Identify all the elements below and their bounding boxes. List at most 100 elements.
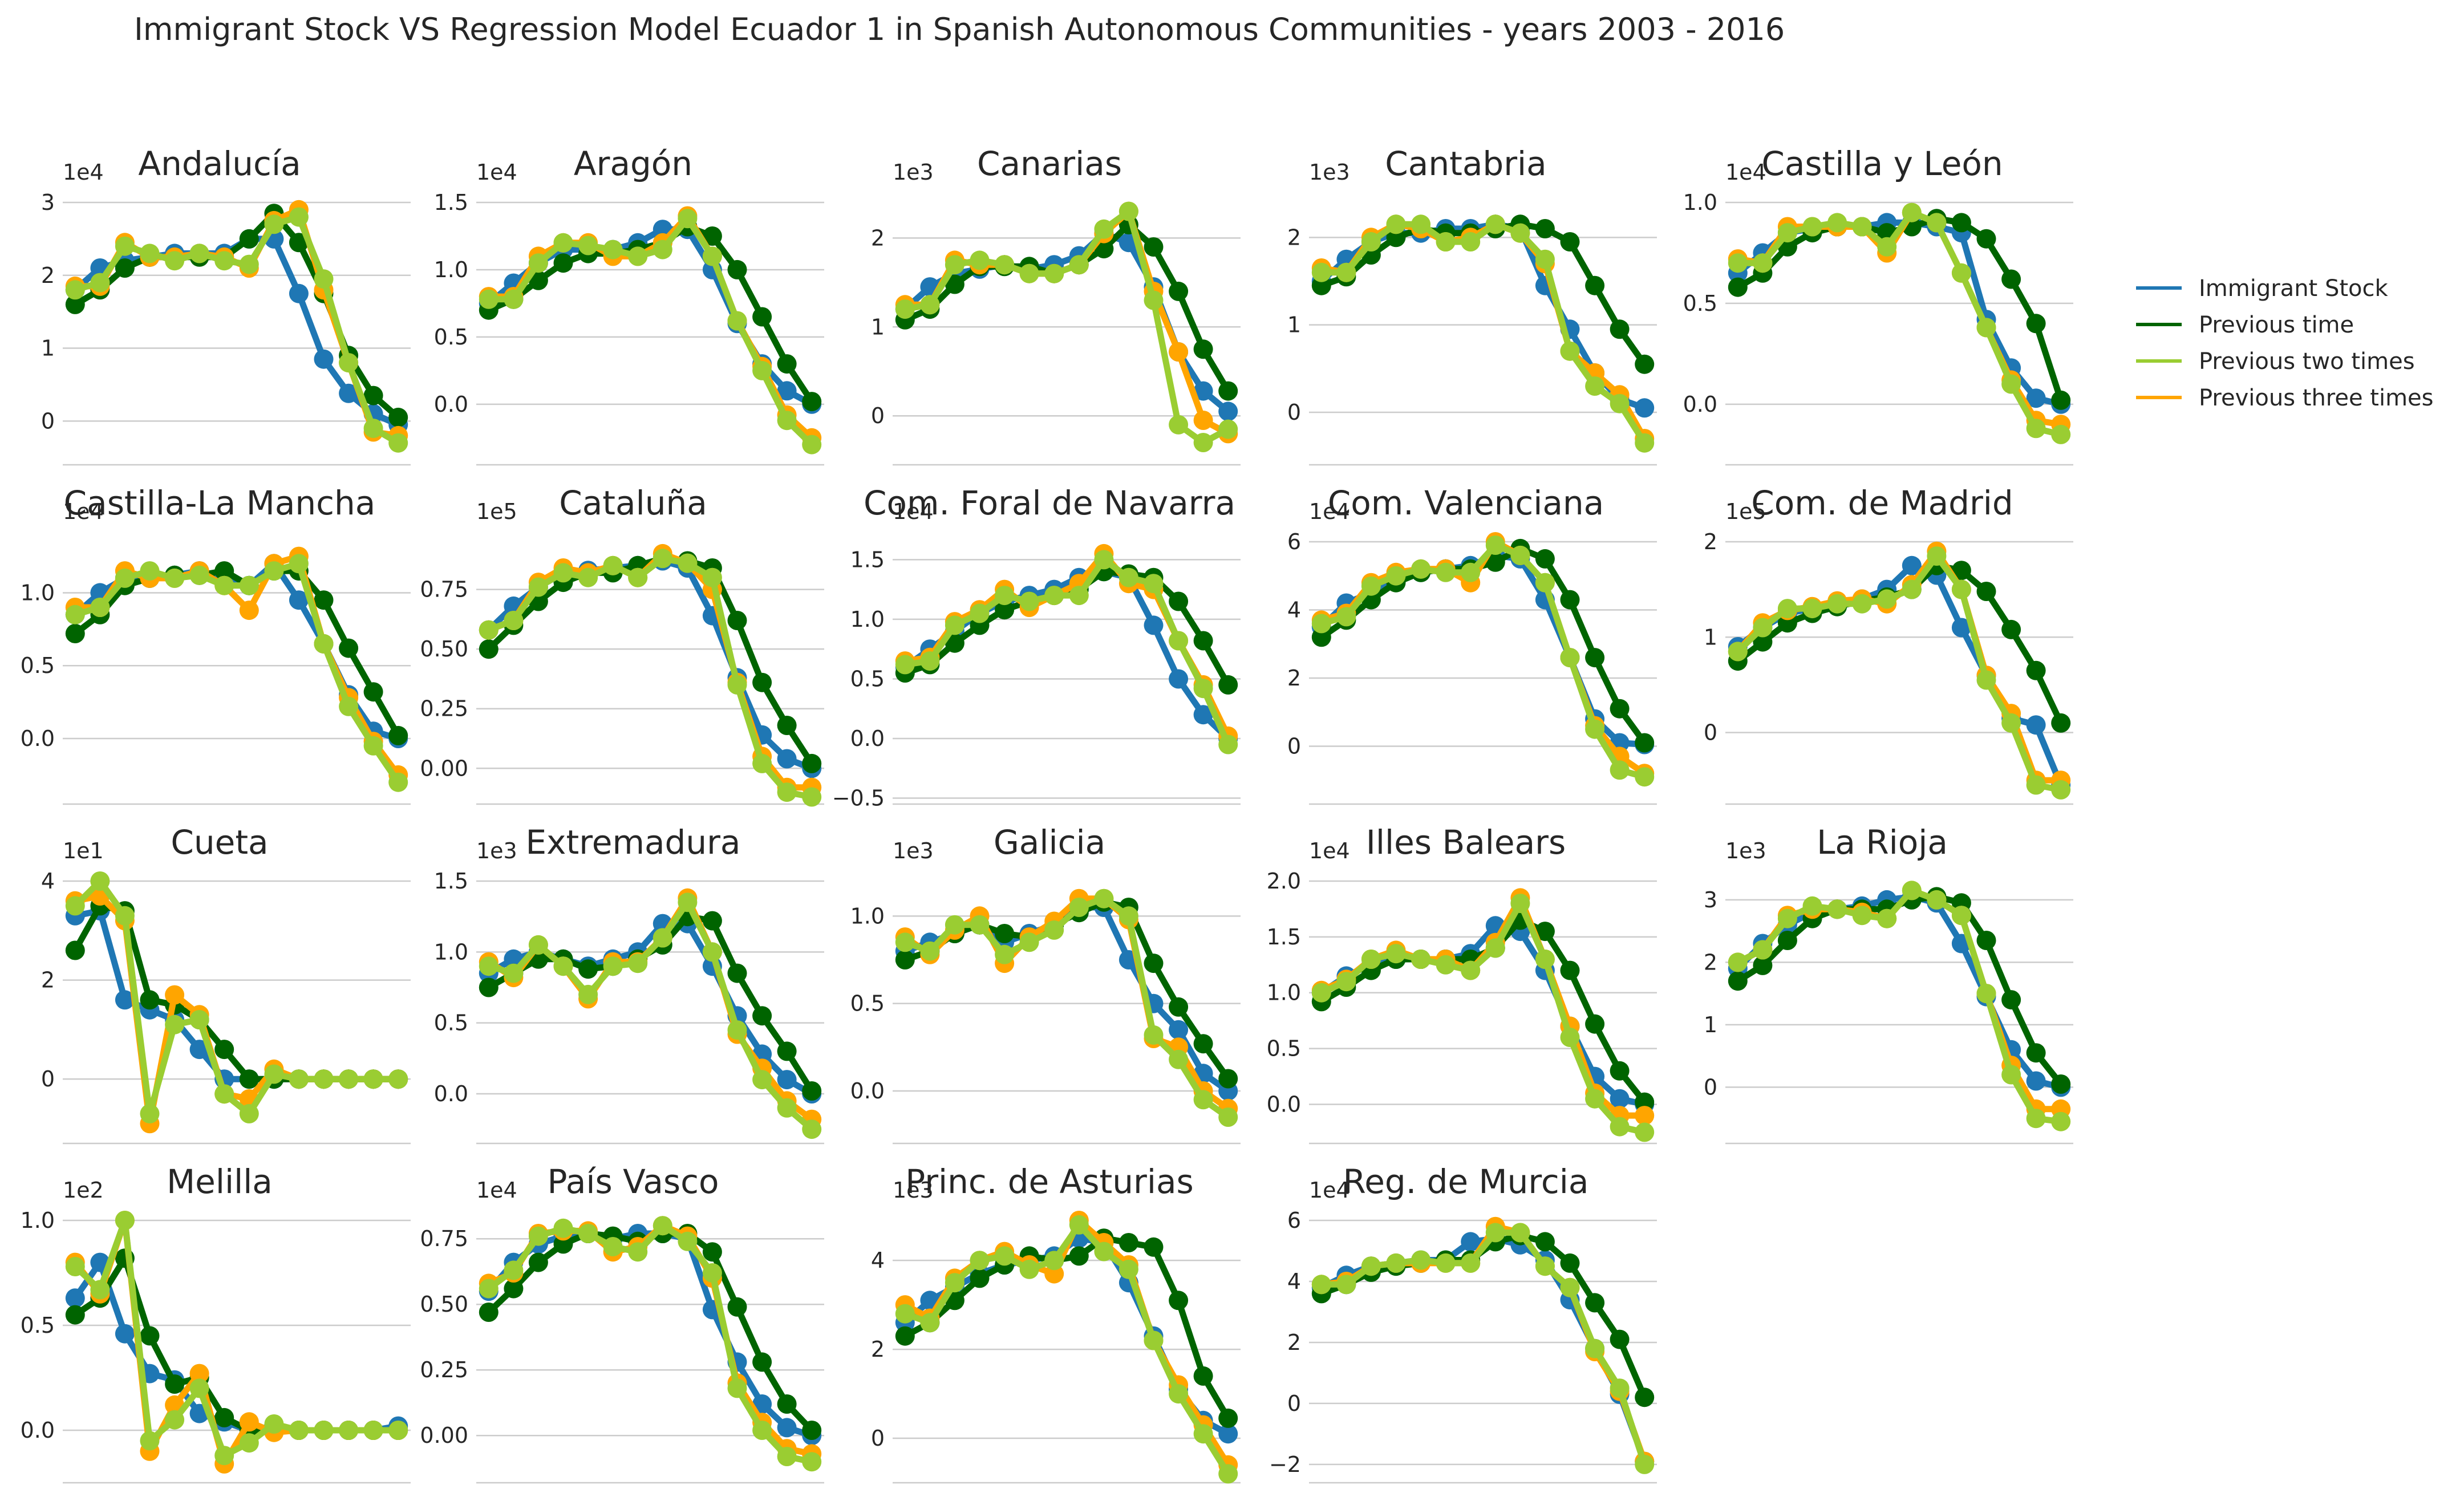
axis-offset-label: 1e3 <box>476 838 517 863</box>
panel-title: País Vasco <box>548 1162 719 1201</box>
series-3 <box>65 886 408 1134</box>
data-point <box>1336 607 1356 627</box>
data-point <box>1361 576 1381 596</box>
data-point <box>578 236 598 255</box>
data-point <box>264 561 284 581</box>
axis-offset-label: 1e4 <box>63 499 104 524</box>
legend-entry: Previous two times <box>2136 348 2415 375</box>
data-point <box>945 633 964 653</box>
data-point <box>1118 906 1138 926</box>
data-point <box>1436 562 1456 582</box>
data-point <box>1827 213 1847 233</box>
series-2 <box>479 892 822 1139</box>
data-point <box>702 226 722 246</box>
data-point <box>702 246 722 266</box>
data-point <box>1386 566 1406 586</box>
panel-title: Andalucía <box>138 144 301 183</box>
data-point <box>388 433 408 453</box>
series-line <box>902 1235 1231 1437</box>
data-point <box>802 1452 822 1472</box>
data-point <box>314 634 334 654</box>
data-point <box>388 725 408 745</box>
y-tick-label: 0.0 <box>21 1418 55 1443</box>
legend: Immigrant Stock Previous time Previous two… <box>2136 275 2434 411</box>
data-point <box>140 1431 160 1451</box>
data-point <box>1635 354 1655 374</box>
data-point <box>895 299 915 319</box>
data-point <box>1585 1014 1605 1034</box>
y-tick-label: 1.5 <box>1267 924 1301 950</box>
data-point <box>1877 589 1897 609</box>
data-point <box>1610 1378 1630 1398</box>
data-point <box>479 956 499 976</box>
y-tick-label: 1 <box>1287 313 1301 338</box>
data-point <box>189 244 209 263</box>
data-point <box>504 611 524 630</box>
data-point <box>2026 715 2046 735</box>
data-point <box>603 240 623 259</box>
data-point <box>1169 342 1189 362</box>
y-tick-label: 2.0 <box>1267 869 1301 894</box>
data-point <box>1635 1092 1655 1112</box>
data-point <box>1510 1223 1530 1243</box>
data-point <box>1169 1049 1189 1069</box>
y-tick-label: 0 <box>1704 720 1717 745</box>
data-point <box>528 577 548 597</box>
data-point <box>995 944 1015 964</box>
data-point <box>702 942 722 962</box>
data-point <box>90 871 110 891</box>
data-point <box>1094 550 1114 570</box>
data-point <box>578 1224 598 1243</box>
y-tick-label: 0.5 <box>21 653 55 678</box>
data-point <box>1218 1107 1238 1127</box>
data-point <box>1193 705 1213 725</box>
y-tick-label: 0.5 <box>850 666 885 691</box>
y-tick-label: 1.5 <box>850 547 885 572</box>
y-tick-label: 0.0 <box>434 392 468 417</box>
data-point <box>339 1421 359 1440</box>
data-point <box>1485 214 1505 234</box>
data-point <box>1218 1408 1238 1428</box>
data-point <box>895 1326 915 1346</box>
legend-label: Previous time <box>2199 312 2354 338</box>
data-point <box>1336 1275 1356 1295</box>
data-point <box>1927 890 1947 910</box>
y-tick-label: 4 <box>1287 1269 1301 1294</box>
y-tick-label: 0.5 <box>1683 291 1717 316</box>
data-point <box>1044 920 1064 940</box>
data-point <box>388 407 408 427</box>
data-point <box>1311 627 1331 647</box>
data-point <box>777 749 797 769</box>
data-point <box>727 1297 747 1317</box>
data-point <box>339 353 359 373</box>
panel: 0.0 0.5 1.0 1e3 Galicia <box>850 823 1241 1145</box>
data-point <box>895 655 915 675</box>
data-point <box>1144 574 1164 594</box>
y-tick-label: 0.50 <box>420 1292 468 1317</box>
data-point <box>479 1279 499 1299</box>
data-point <box>388 1069 408 1089</box>
data-point <box>1585 1089 1605 1109</box>
data-point <box>1728 642 1748 662</box>
data-point <box>65 624 85 643</box>
data-point <box>1560 1028 1580 1047</box>
panel-title: Extremadura <box>526 823 741 862</box>
data-point <box>1461 1232 1481 1252</box>
data-point <box>1193 1424 1213 1444</box>
series-line <box>1734 562 2064 727</box>
data-point <box>479 977 499 997</box>
data-point <box>1635 733 1655 753</box>
panel-title: Cueta <box>171 823 268 862</box>
data-point <box>1635 398 1655 418</box>
data-point <box>603 1237 623 1256</box>
y-tick-label: 1 <box>41 336 55 361</box>
data-point <box>1044 1264 1064 1284</box>
data-point <box>1361 232 1381 251</box>
data-point <box>1485 938 1505 958</box>
data-point <box>1535 1232 1555 1252</box>
data-point <box>339 696 359 716</box>
data-point <box>1560 1253 1580 1273</box>
data-point <box>578 567 598 587</box>
data-point <box>970 603 990 623</box>
